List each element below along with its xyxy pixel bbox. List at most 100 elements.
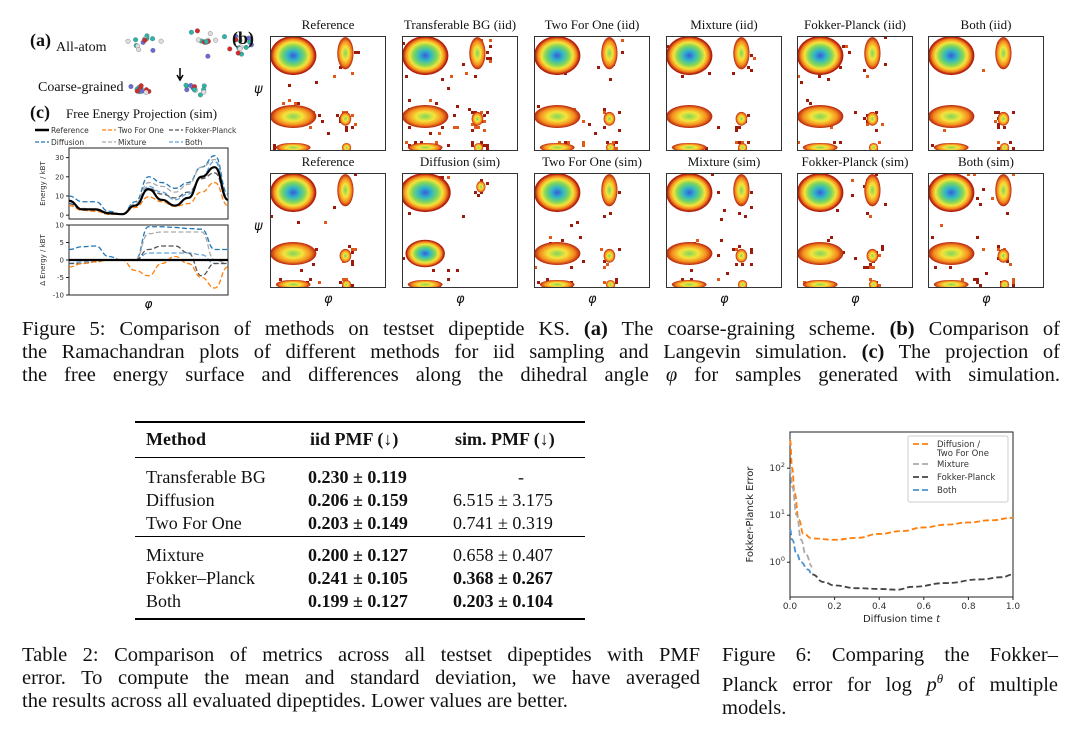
plot-frame — [402, 36, 518, 151]
phi-axis-label: φ — [588, 292, 597, 307]
density-region — [797, 173, 844, 213]
density-cell — [747, 141, 750, 144]
series-line-diffusion — [68, 155, 229, 215]
density-cell — [435, 102, 438, 105]
density-cell — [753, 57, 756, 60]
density-region — [539, 279, 575, 288]
density-cell — [315, 81, 318, 84]
bottom-rule — [135, 618, 585, 620]
density-cell — [483, 129, 486, 132]
density-cell — [483, 114, 486, 117]
density-region — [270, 105, 317, 128]
y-tick-label: -10 — [53, 292, 64, 300]
density-cell — [471, 111, 474, 114]
density-cell — [875, 111, 878, 114]
density-cell — [483, 144, 486, 147]
density-region — [339, 111, 352, 126]
density-region — [735, 248, 748, 263]
density-region — [997, 111, 1010, 126]
density-region — [933, 142, 969, 151]
density-region — [797, 105, 844, 128]
density-cell — [708, 72, 711, 75]
density-cell — [994, 120, 997, 123]
density-cell — [726, 272, 729, 275]
density-cell — [690, 269, 693, 272]
legend-label: Fokker-Planck — [185, 126, 237, 135]
density-region — [534, 173, 581, 213]
atom — [203, 39, 209, 45]
density-cell — [621, 51, 624, 54]
psi-axis-label-row2: ψ — [254, 219, 263, 234]
series-line-two-for-one — [68, 255, 229, 289]
molecule-illustration — [125, 28, 254, 98]
density-cell — [603, 260, 606, 263]
density-cell — [833, 141, 836, 144]
psi-axis-label-row1: ψ — [254, 82, 263, 97]
density-cell — [1012, 173, 1015, 176]
density-cell — [750, 248, 753, 251]
panel-title: Diffusion (sim) — [419, 154, 501, 169]
atom — [205, 53, 211, 59]
density-cell — [869, 266, 872, 269]
density-region — [270, 173, 317, 213]
density-cell — [997, 126, 1000, 129]
density-cell — [851, 179, 854, 182]
iid-pmf-cell: 0.200 ± 0.127 — [308, 545, 408, 565]
ramachandran-plot — [402, 173, 518, 288]
density-cell — [402, 257, 405, 260]
panel-a: (a) All-atom Coarse-grained — [30, 28, 260, 108]
method-cell: Both — [146, 591, 182, 611]
density-cell — [582, 260, 585, 263]
density-region — [339, 248, 352, 263]
density-cell — [453, 114, 456, 117]
density-cell — [564, 141, 567, 144]
density-cell — [869, 263, 872, 266]
panel-title: Two For One (iid) — [544, 17, 640, 32]
density-cell — [300, 269, 303, 272]
density-cell — [696, 239, 699, 242]
caption-math: p — [926, 673, 937, 696]
density-cell — [435, 141, 438, 144]
density-region — [341, 142, 352, 151]
density-cell — [717, 191, 720, 194]
density-cell — [866, 75, 869, 78]
panel-title: Reference — [301, 17, 355, 32]
density-cell — [345, 129, 348, 132]
y-tick-label: 30 — [55, 154, 64, 162]
density-cell — [750, 191, 753, 194]
header-rule — [135, 457, 585, 458]
atom — [207, 31, 213, 37]
series-line-mixture — [69, 231, 229, 265]
density-cell — [738, 141, 741, 144]
atom — [183, 82, 189, 88]
iid-pmf-cell: 0.206 ± 0.159 — [308, 490, 408, 510]
caption-text: the Ramachandran plots of different meth… — [22, 341, 862, 363]
atom — [188, 29, 194, 35]
mid-rule — [135, 536, 585, 537]
density-cell — [881, 245, 884, 248]
phi-axis-label: φ — [720, 292, 729, 307]
y-tick-label: 10 — [55, 192, 64, 200]
density-region — [270, 242, 317, 265]
density-cell — [869, 215, 872, 218]
panel-title: Both (iid) — [960, 17, 1012, 32]
density-cell — [878, 141, 881, 144]
density-region — [275, 142, 311, 151]
caption-line: Figure 6: Comparing the Fokker– — [722, 644, 1058, 666]
density-cell — [741, 263, 744, 266]
density-cell — [621, 39, 624, 42]
x-tick-label: 0.0 — [783, 602, 798, 612]
density-cell — [681, 75, 684, 78]
density-cell — [486, 144, 489, 147]
top-rule — [135, 421, 585, 423]
phi-axis-label: φ — [982, 292, 991, 307]
density-cell — [471, 144, 474, 147]
density-cell — [315, 248, 318, 251]
density-cell — [471, 123, 474, 126]
density-cell — [546, 278, 549, 281]
panel-title: Both (sim) — [958, 154, 1014, 169]
density-cell — [465, 72, 468, 75]
ramachandran-plot — [534, 36, 650, 151]
density-cell — [462, 215, 465, 218]
series-line-fokker-planck — [68, 172, 229, 215]
